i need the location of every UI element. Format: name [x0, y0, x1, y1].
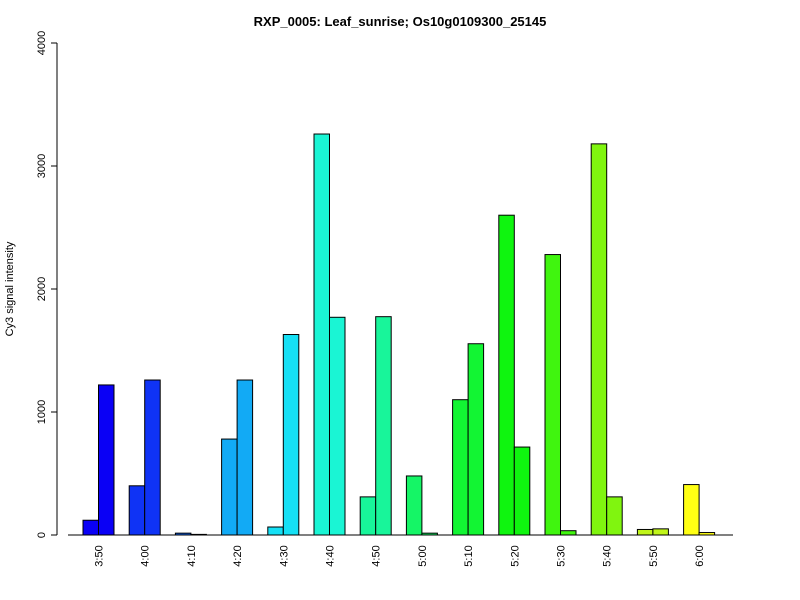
bars: [82, 133, 716, 536]
bar-440-1: [313, 133, 330, 536]
bar-550-1: [636, 528, 654, 536]
y-tick-label: 3000: [36, 154, 48, 178]
bar-530-2: [560, 530, 577, 536]
x-tick-label: 5:20: [509, 545, 521, 566]
bar-540-1: [590, 143, 608, 536]
bar-430-2: [282, 334, 300, 536]
bar-420-2: [236, 379, 254, 536]
bar-400-1: [128, 485, 146, 536]
x-tick-label: 5:10: [463, 545, 475, 566]
y-tick-label: 1000: [36, 400, 48, 424]
x-tick-label: 4:00: [140, 545, 152, 566]
y-tick-label: 0: [36, 532, 48, 538]
y-axis: 0 1000 2000 3000 4000: [36, 31, 58, 538]
bar-350-2: [98, 384, 115, 536]
x-tick-label: 6:00: [694, 545, 706, 566]
bar-510-1: [452, 399, 469, 536]
bar-420-1: [221, 438, 238, 536]
x-tick-label: 4:30: [278, 545, 290, 566]
bar-500-1: [405, 475, 423, 536]
y-axis-label: Cy3 signal intensity: [4, 241, 16, 336]
bar-520-1: [498, 214, 515, 536]
bar-400-2: [144, 379, 161, 536]
bar-600-1: [683, 484, 700, 536]
y-tick-label: 4000: [36, 31, 48, 55]
bar-440-2: [329, 316, 346, 536]
bar-510-2: [467, 343, 485, 536]
x-tick-label: 3:50: [94, 545, 106, 566]
x-tick-label: 5:40: [602, 545, 614, 566]
x-tick-label: 5:30: [556, 545, 568, 566]
bar-450-2: [375, 316, 392, 536]
x-tick-label: 4:40: [325, 545, 337, 566]
x-tick-label: 5:00: [417, 545, 429, 566]
bar-430-1: [267, 526, 284, 536]
x-tick-label: 4:20: [232, 545, 244, 566]
x-tick-label: 4:10: [186, 545, 198, 566]
bar-350-1: [82, 519, 99, 536]
bar-520-2: [513, 446, 531, 536]
chart-title: RXP_0005: Leaf_sunrise; Os10g0109300_251…: [254, 14, 547, 29]
bar-530-1: [544, 254, 561, 536]
y-tick-label: 2000: [36, 277, 48, 301]
bar-450-1: [359, 496, 377, 536]
bar-540-2: [606, 496, 623, 536]
x-tick-label: 5:50: [648, 545, 660, 566]
x-tick-label: 4:50: [371, 545, 383, 566]
x-axis-tick-labels: 3:50 4:00 4:10 4:20 4:30 4:40 4:50 5:00 5:10 5:20…: [94, 545, 707, 566]
bar-550-2: [652, 528, 669, 536]
